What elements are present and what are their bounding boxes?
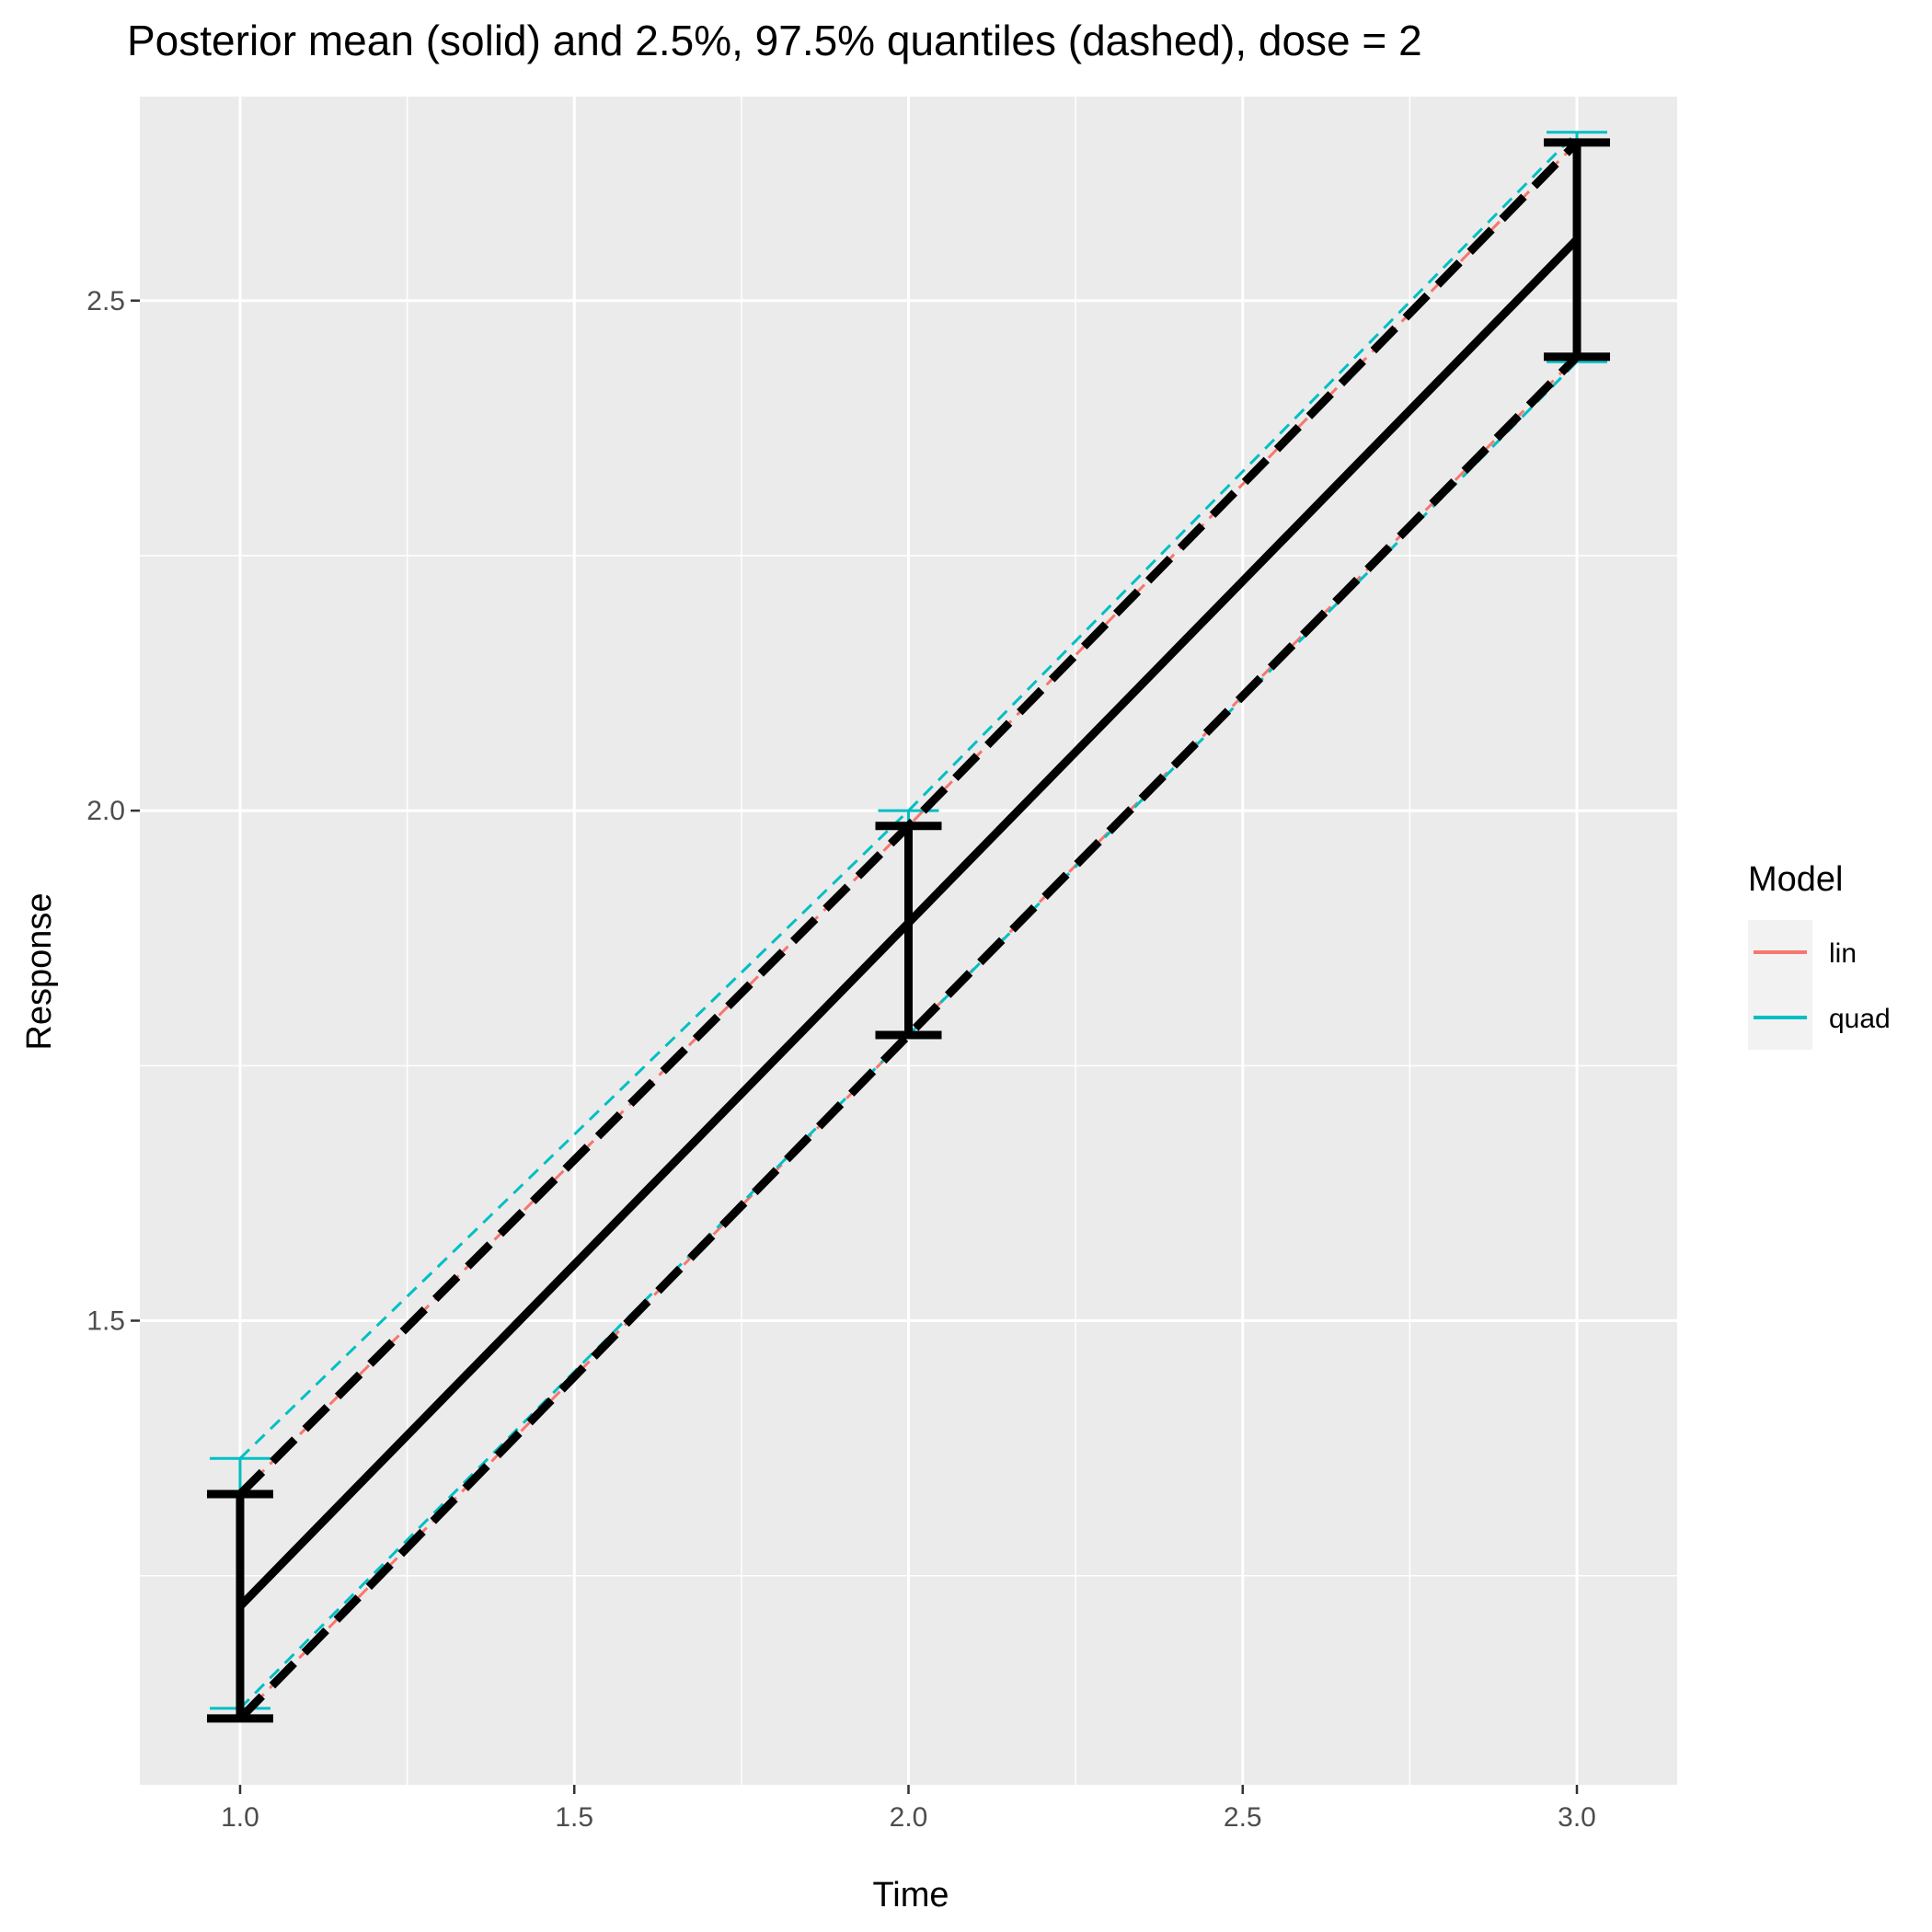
x-tick-label: 1.0: [221, 1802, 259, 1833]
x-axis-title: Time: [872, 1876, 949, 1915]
chart-title: Posterior mean (solid) and 2.5%, 97.5% q…: [127, 17, 1422, 64]
x-tick-label: 3.0: [1558, 1802, 1596, 1833]
y-axis-title: Response: [20, 892, 59, 1050]
legend-key-background: [1748, 920, 1812, 1050]
y-tick-label: 2.0: [86, 796, 125, 826]
legend-label-quad: quad: [1829, 1004, 1891, 1034]
x-tick-label: 2.5: [1224, 1802, 1262, 1833]
legend-label-lin: lin: [1829, 938, 1857, 969]
x-tick-label: 1.5: [555, 1802, 593, 1833]
y-tick-label: 2.5: [86, 286, 125, 316]
legend-title: Model: [1748, 860, 1844, 899]
x-tick-label: 2.0: [890, 1802, 928, 1833]
y-tick-label: 1.5: [86, 1306, 125, 1337]
